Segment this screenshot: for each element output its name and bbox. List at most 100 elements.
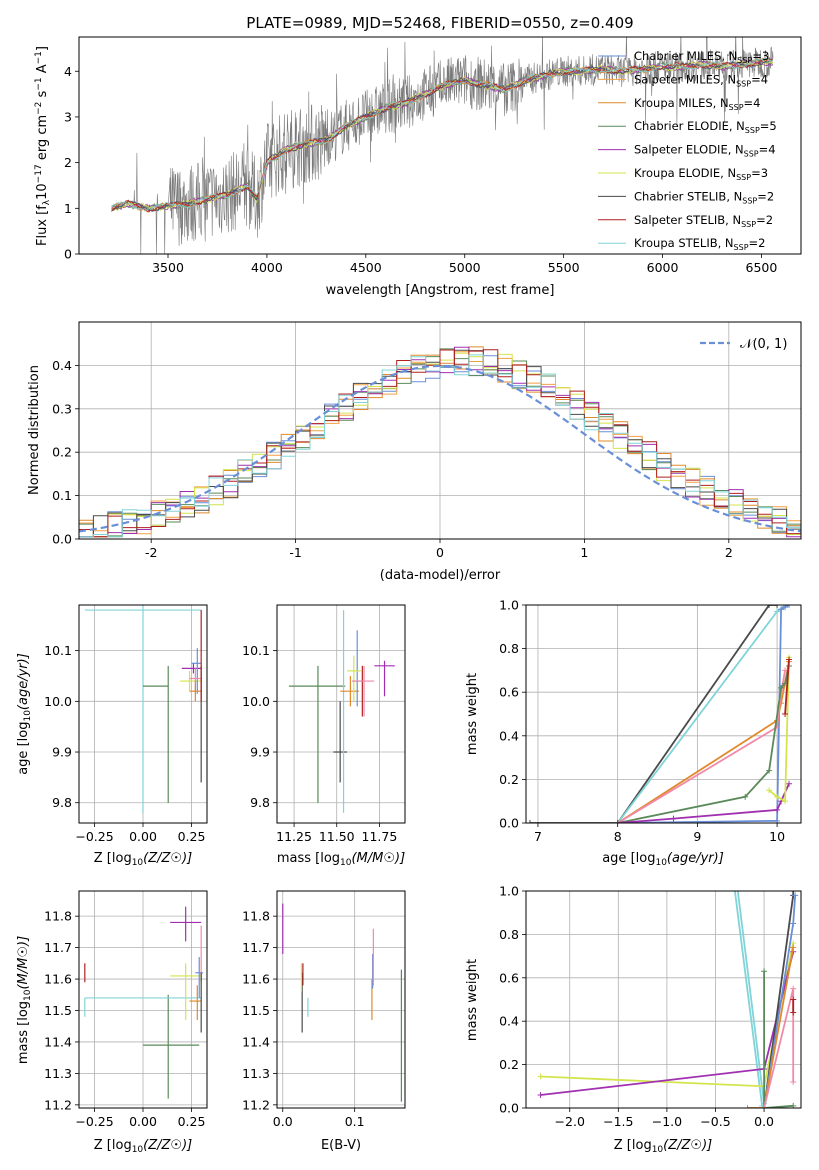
massweight-vs-z-panel: −2.0 −1.5 −1.0 −0.5 0.0 0.0 0.2 0.4 0.6 0.8 1.0 Z … bbox=[465, 884, 802, 1155]
errorbar-point bbox=[191, 648, 202, 694]
spectrum-plot-area bbox=[111, 37, 774, 254]
plus-marker bbox=[778, 606, 785, 613]
massweight-vs-z-xlabel: Z [log10(Z/Z☉)] bbox=[614, 1138, 712, 1155]
errorbar-point bbox=[181, 663, 202, 674]
y-tick-label: 9.8 bbox=[250, 795, 270, 810]
legend-label: Kroupa MILES, NSSP=4 bbox=[634, 96, 760, 112]
x-tick-label: −1.0 bbox=[652, 1114, 682, 1129]
y-tick-label: 3 bbox=[64, 109, 72, 124]
x-tick-label: 5000 bbox=[449, 260, 481, 275]
x-tick-label: −0.25 bbox=[75, 829, 113, 844]
x-tick-label: 9 bbox=[693, 829, 701, 844]
plus-marker bbox=[792, 892, 799, 899]
y-tick-label: 1.0 bbox=[499, 598, 519, 613]
plus-marker bbox=[782, 711, 789, 717]
mass-vs-ebv-xlabel: E(B-V) bbox=[321, 1138, 361, 1153]
y-tick-label: 10.0 bbox=[44, 694, 72, 709]
massweight-vs-age-xlabel: age [log10(age/yr)] bbox=[602, 851, 724, 868]
x-tick-label: −0.25 bbox=[75, 1114, 113, 1129]
y-tick-label: 11.2 bbox=[242, 1097, 270, 1112]
errorbar-point bbox=[143, 665, 169, 803]
y-tick-label: 11.5 bbox=[44, 1003, 72, 1018]
plus-marker bbox=[537, 1091, 544, 1098]
y-tick-label: 0.4 bbox=[52, 358, 72, 373]
x-tick-label: −1.5 bbox=[603, 1114, 633, 1129]
errorbar-point bbox=[340, 675, 359, 707]
spectrum-title: PLATE=0989, MJD=52468, FIBERID=0550, z=0… bbox=[246, 14, 633, 32]
x-tick-label: −2.0 bbox=[555, 1114, 585, 1129]
mass-vs-ebv-panel: 0.0 0.1 11.2 11.3 11.4 11.5 11.6 11.7 11.8 E(B-V… bbox=[242, 890, 406, 1153]
y-tick-label: 9.9 bbox=[250, 745, 270, 760]
massweight-line bbox=[768, 657, 790, 803]
errorbar-point bbox=[170, 963, 202, 1020]
spectrum-ylabel: Flux [fλ10−17 erg cm−2 s−1 A−1] bbox=[34, 46, 52, 246]
legend-label: Kroupa STELIB, NSSP=2 bbox=[634, 236, 765, 252]
y-tick-label: 0.8 bbox=[499, 641, 519, 656]
y-tick-label: 11.4 bbox=[242, 1034, 270, 1049]
mass-vs-z-xlabel: Z [log10(Z/Z☉)] bbox=[94, 1138, 192, 1155]
y-tick-label: 0.4 bbox=[499, 1014, 519, 1029]
y-tick-label: 0.1 bbox=[52, 488, 72, 503]
plus-marker bbox=[786, 605, 793, 608]
x-tick-label: 11.75 bbox=[362, 829, 398, 844]
plus-marker bbox=[790, 985, 797, 992]
errorbar-point bbox=[143, 994, 200, 1099]
plus-marker bbox=[766, 787, 773, 794]
legend-label: Salpeter ELODIE, NSSP=4 bbox=[634, 143, 776, 159]
x-tick-label: -1 bbox=[289, 545, 301, 560]
plus-marker bbox=[786, 656, 793, 663]
errorbar-point bbox=[352, 665, 375, 717]
y-tick-label: 11.7 bbox=[242, 940, 270, 955]
y-tick-label: 11.4 bbox=[44, 1034, 72, 1049]
x-tick-label: 0.00 bbox=[129, 829, 157, 844]
y-tick-label: 0.8 bbox=[499, 927, 519, 942]
y-tick-label: 9.9 bbox=[52, 745, 72, 760]
y-tick-label: 11.7 bbox=[44, 940, 72, 955]
plus-marker bbox=[790, 996, 797, 1003]
model-spectrum-line bbox=[111, 58, 774, 210]
y-tick-label: 0.4 bbox=[499, 728, 519, 743]
y-tick-label: 11.6 bbox=[44, 972, 72, 987]
mass-vs-z-panel: −0.25 0.00 0.25 11.2 11.3 11.4 11.5 11.6 11.7 11.… bbox=[16, 890, 208, 1155]
errorbar-point bbox=[179, 670, 202, 692]
plus-marker bbox=[766, 767, 773, 774]
plus-marker bbox=[782, 798, 789, 805]
spectrum-xlabel: wavelength [Angstrom, rest frame] bbox=[326, 283, 555, 298]
massweight-line bbox=[736, 891, 765, 1104]
y-tick-label: 1.0 bbox=[499, 884, 519, 899]
y-tick-label: 11.8 bbox=[242, 909, 270, 924]
age-vs-z-panel: −0.25 0.00 0.25 9.8 9.9 10.0 10.1 Z [log10(Z/Z… bbox=[16, 604, 208, 868]
y-tick-label: 4 bbox=[64, 64, 72, 79]
x-tick-label: 2 bbox=[725, 545, 733, 560]
x-tick-label: 8 bbox=[614, 829, 622, 844]
x-tick-label: -2 bbox=[145, 545, 157, 560]
y-tick-label: 0.2 bbox=[499, 772, 519, 787]
plus-marker bbox=[766, 605, 773, 608]
y-tick-label: 2 bbox=[64, 155, 72, 170]
plus-marker bbox=[790, 920, 797, 927]
y-tick-label: 11.5 bbox=[242, 1003, 270, 1018]
massweight-line bbox=[747, 947, 795, 1108]
plus-marker bbox=[761, 968, 768, 975]
plus-marker bbox=[537, 1073, 544, 1080]
x-tick-label: 4000 bbox=[251, 260, 283, 275]
x-tick-label: 0.0 bbox=[754, 1114, 774, 1129]
plus-marker bbox=[734, 891, 741, 894]
legend-label: Chabrier STELIB, NSSP=2 bbox=[634, 189, 774, 205]
y-tick-label: 10.1 bbox=[242, 643, 270, 658]
spectrum-legend: Chabrier MILES, NSSP=3 Salpeter MILES, NS… bbox=[598, 49, 777, 252]
y-tick-label: 0 bbox=[64, 247, 72, 262]
y-tick-label: 9.8 bbox=[52, 795, 72, 810]
plus-marker bbox=[670, 815, 677, 822]
age-vs-mass-panel: 11.25 11.50 11.75 9.8 9.9 10.0 10.1 mass [log1… bbox=[242, 604, 406, 868]
plus-marker bbox=[742, 793, 749, 800]
massweight-line bbox=[617, 670, 786, 823]
x-tick-label: 3500 bbox=[152, 260, 184, 275]
legend-label: Kroupa ELODIE, NSSP=3 bbox=[634, 166, 768, 182]
x-tick-label: 0.25 bbox=[178, 829, 206, 844]
plus-marker bbox=[774, 605, 781, 608]
x-tick-label: 4500 bbox=[350, 260, 382, 275]
y-tick-label: 11.3 bbox=[242, 1066, 270, 1081]
residual-histogram-step bbox=[79, 354, 801, 538]
